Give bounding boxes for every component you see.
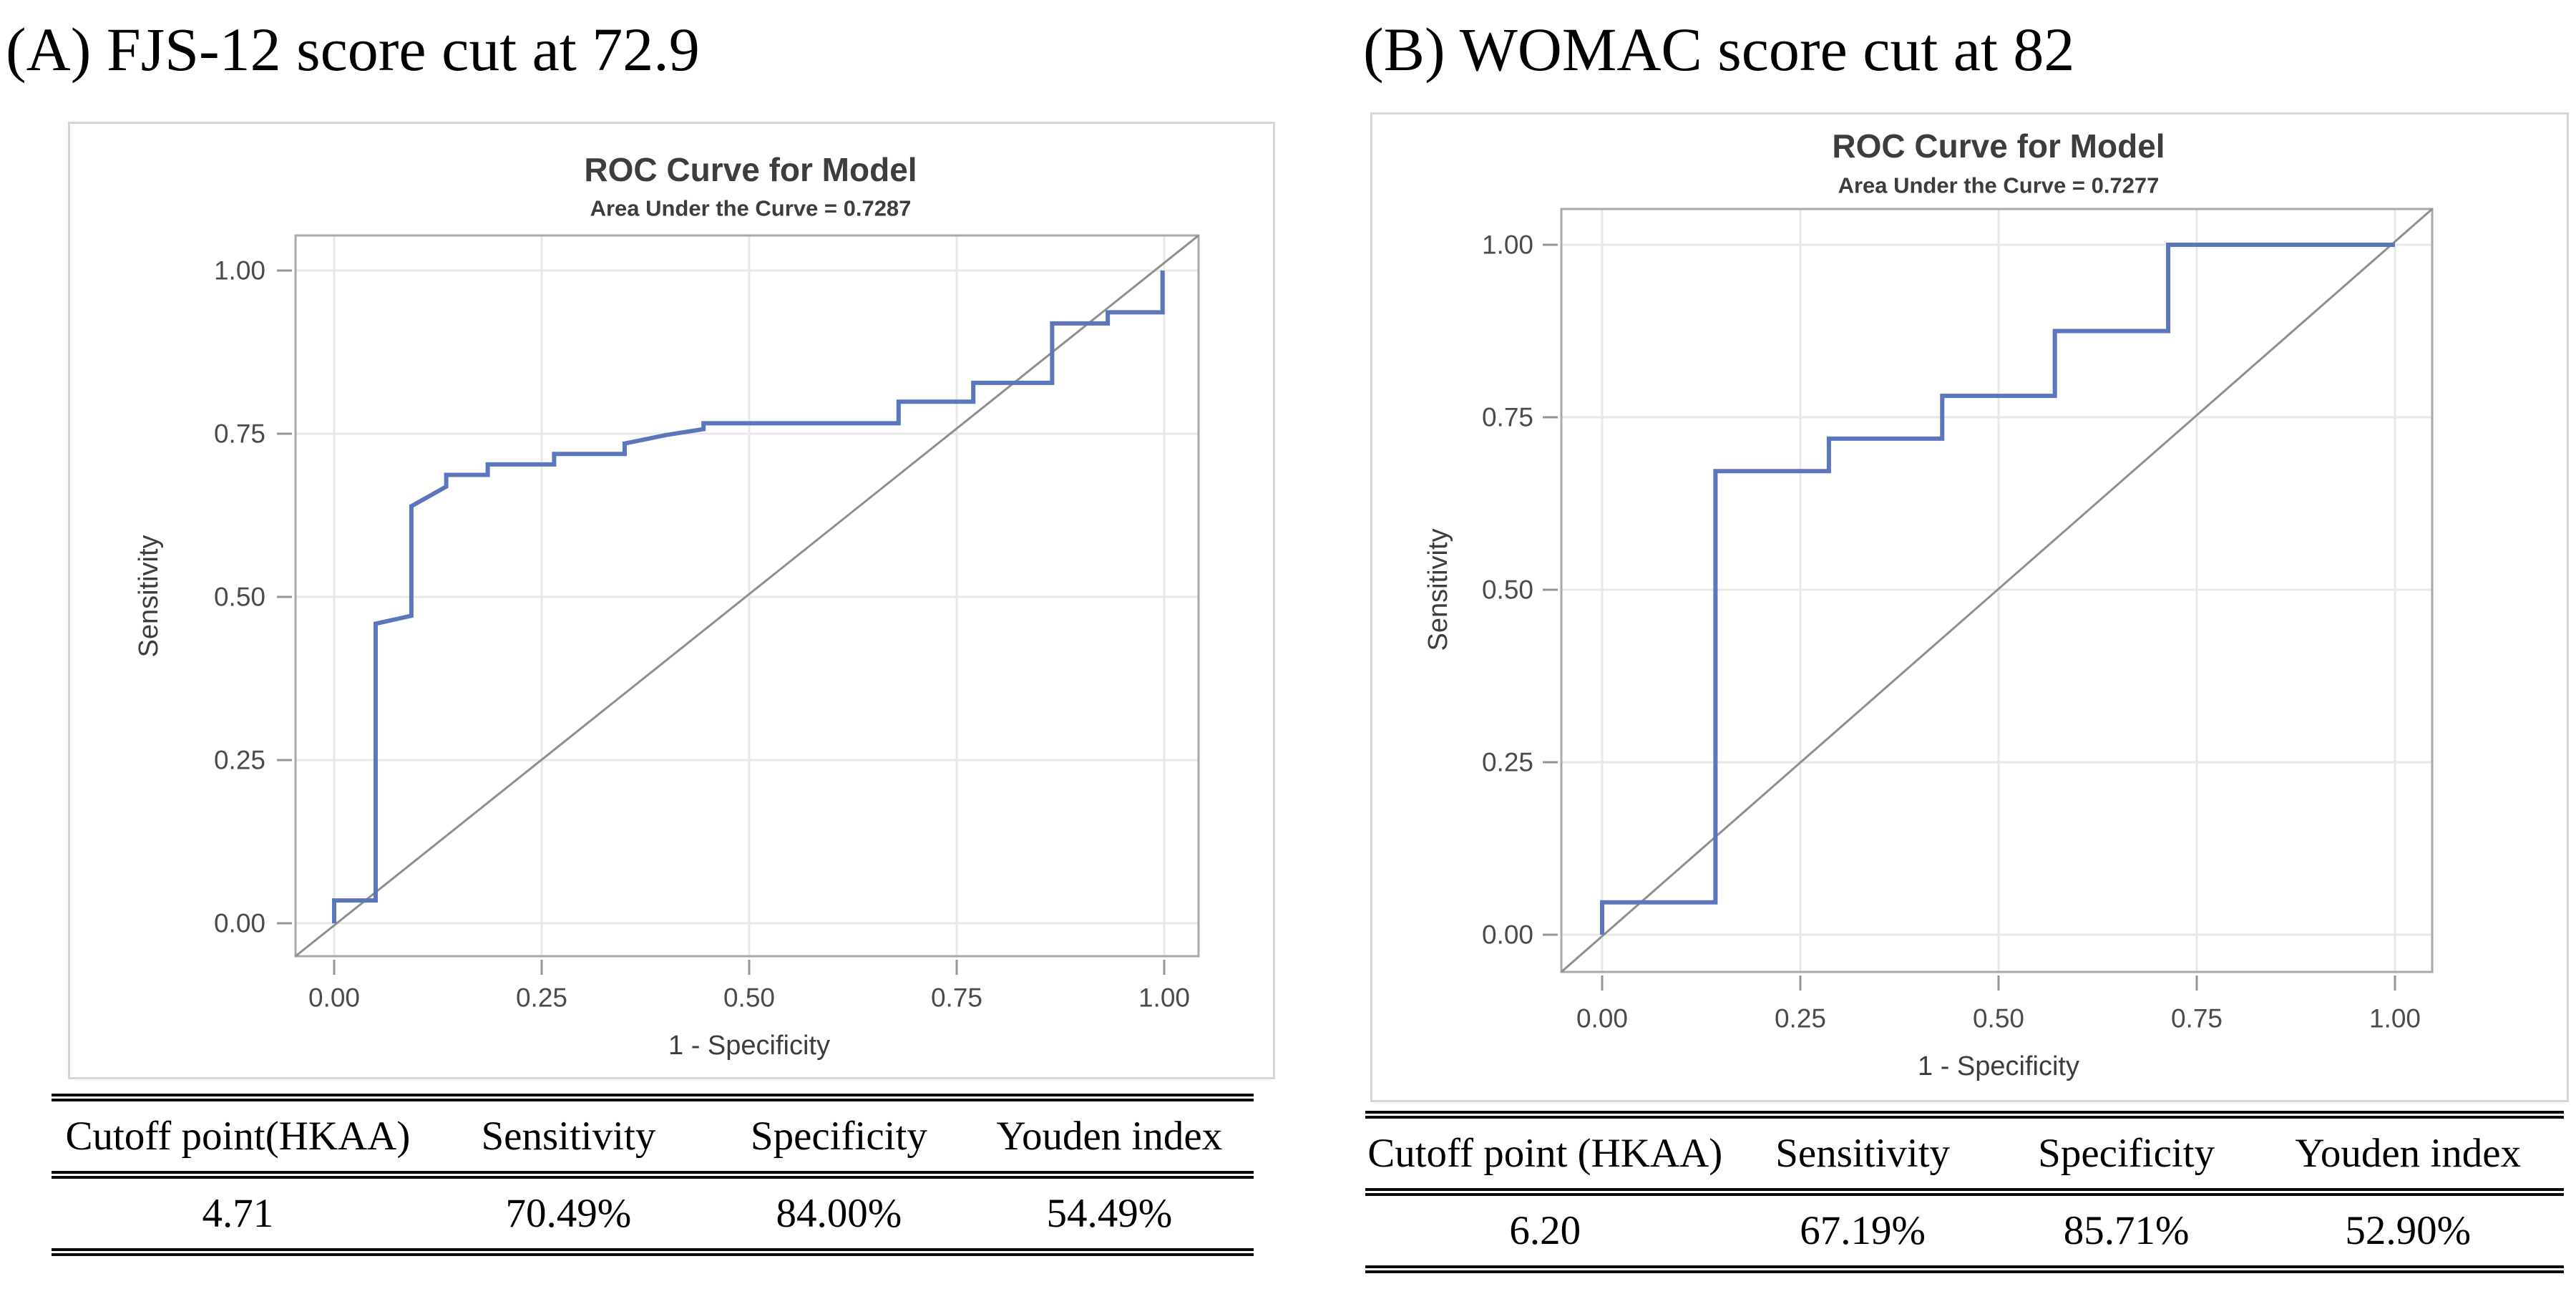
table-header-cell: Specificity xyxy=(2038,1131,2215,1176)
y-tick-label: 0.50 xyxy=(214,583,265,612)
table-value-row: 6.20 67.19% 85.71% 52.90% xyxy=(1365,1196,2564,1265)
x-tick-label: 1.00 xyxy=(1138,983,1190,1013)
table-header-cell: Cutoff point(HKAA) xyxy=(65,1114,411,1159)
roc-chart-b: ROC Curve for Model Area Under the Curve … xyxy=(1423,127,2434,1081)
x-tick-label: 0.25 xyxy=(1775,1004,1826,1033)
x-tick-label: 0.50 xyxy=(1973,1004,2024,1033)
reference-diagonal-line xyxy=(1561,208,2433,973)
table-header-cell: Youden index xyxy=(2295,1131,2522,1176)
table-value-cell: 6.20 xyxy=(1509,1208,1581,1253)
table-header-cell: Cutoff point (HKAA) xyxy=(1367,1131,1723,1176)
chart-title: ROC Curve for Model xyxy=(1832,127,2165,165)
y-axis-title: Sensitivity xyxy=(134,535,164,657)
plot-frame xyxy=(294,234,1200,958)
cutoff-table-a: Cutoff point(HKAA) Sensitivity Specificity… xyxy=(52,1094,1254,1256)
cutoff-table-b: Cutoff point (HKAA) Sensitivity Specificit… xyxy=(1365,1111,2564,1273)
table-value-cell: 67.19% xyxy=(1800,1208,1926,1253)
roc-chart-a: ROC Curve for Model Area Under the Curve … xyxy=(134,151,1200,1061)
panel-b-chart-box: ROC Curve for Model Area Under the Curve … xyxy=(1370,112,2569,1102)
y-tick-label: 0.75 xyxy=(1482,403,1533,432)
roc-curve-line xyxy=(332,271,1165,923)
y-tick-label: 1.00 xyxy=(214,256,265,286)
table-value-cell: 4.71 xyxy=(202,1191,274,1236)
panel-b-heading: (B) WOMAC score cut at 82 xyxy=(1363,15,2075,84)
x-tick-label: 0.00 xyxy=(308,983,360,1013)
table-value-cell: 52.90% xyxy=(2345,1208,2472,1253)
y-tick-label: 0.00 xyxy=(1482,920,1533,950)
table-header-cell: Specificity xyxy=(750,1114,927,1159)
y-axis-title: Sensitivity xyxy=(1423,528,1453,651)
y-tick-label: 0.75 xyxy=(214,419,265,449)
chart-subtitle: Area Under the Curve = 0.7277 xyxy=(1838,173,2160,198)
table-value-cell: 54.49% xyxy=(1046,1191,1173,1236)
table-value-cell: 84.00% xyxy=(776,1191,902,1236)
panel-a-heading: (A) FJS-12 score cut at 72.9 xyxy=(6,15,700,84)
y-tick-label: 0.25 xyxy=(1482,748,1533,777)
reference-diagonal-line xyxy=(295,234,1199,958)
table-value-cell: 85.71% xyxy=(2063,1208,2190,1253)
x-tick-label: 0.50 xyxy=(723,983,775,1013)
x-tick-label: 0.00 xyxy=(1576,1004,1628,1033)
x-tick-label: 0.25 xyxy=(516,983,567,1013)
y-tick-label: 0.25 xyxy=(214,746,265,775)
table-header-cell: Youden index xyxy=(996,1114,1223,1159)
y-tick-label: 1.00 xyxy=(1482,230,1533,260)
x-tick-label: 0.75 xyxy=(2171,1004,2223,1033)
table-header-row: Cutoff point (HKAA) Sensitivity Specificit… xyxy=(1365,1119,2564,1196)
y-tick-label: 0.00 xyxy=(214,909,265,938)
x-tick-label: 0.75 xyxy=(931,983,982,1013)
table-header-cell: Sensitivity xyxy=(1775,1131,1951,1176)
table-value-cell: 70.49% xyxy=(505,1191,632,1236)
chart-subtitle: Area Under the Curve = 0.7287 xyxy=(590,196,912,221)
chart-title: ROC Curve for Model xyxy=(584,151,917,188)
x-axis-title: 1 - Specificity xyxy=(668,1031,830,1061)
roc-curve-line xyxy=(1600,243,2395,935)
x-axis-title: 1 - Specificity xyxy=(1918,1051,2079,1081)
plot-frame xyxy=(1560,208,2434,973)
x-tick-label: 1.00 xyxy=(2369,1004,2421,1033)
table-value-row: 4.71 70.49% 84.00% 54.49% xyxy=(52,1179,1254,1248)
table-header-row: Cutoff point(HKAA) Sensitivity Specificity… xyxy=(52,1101,1254,1179)
panel-a-chart-box: ROC Curve for Model Area Under the Curve … xyxy=(68,122,1275,1079)
y-tick-label: 0.50 xyxy=(1482,575,1533,605)
table-header-cell: Sensitivity xyxy=(481,1114,656,1159)
